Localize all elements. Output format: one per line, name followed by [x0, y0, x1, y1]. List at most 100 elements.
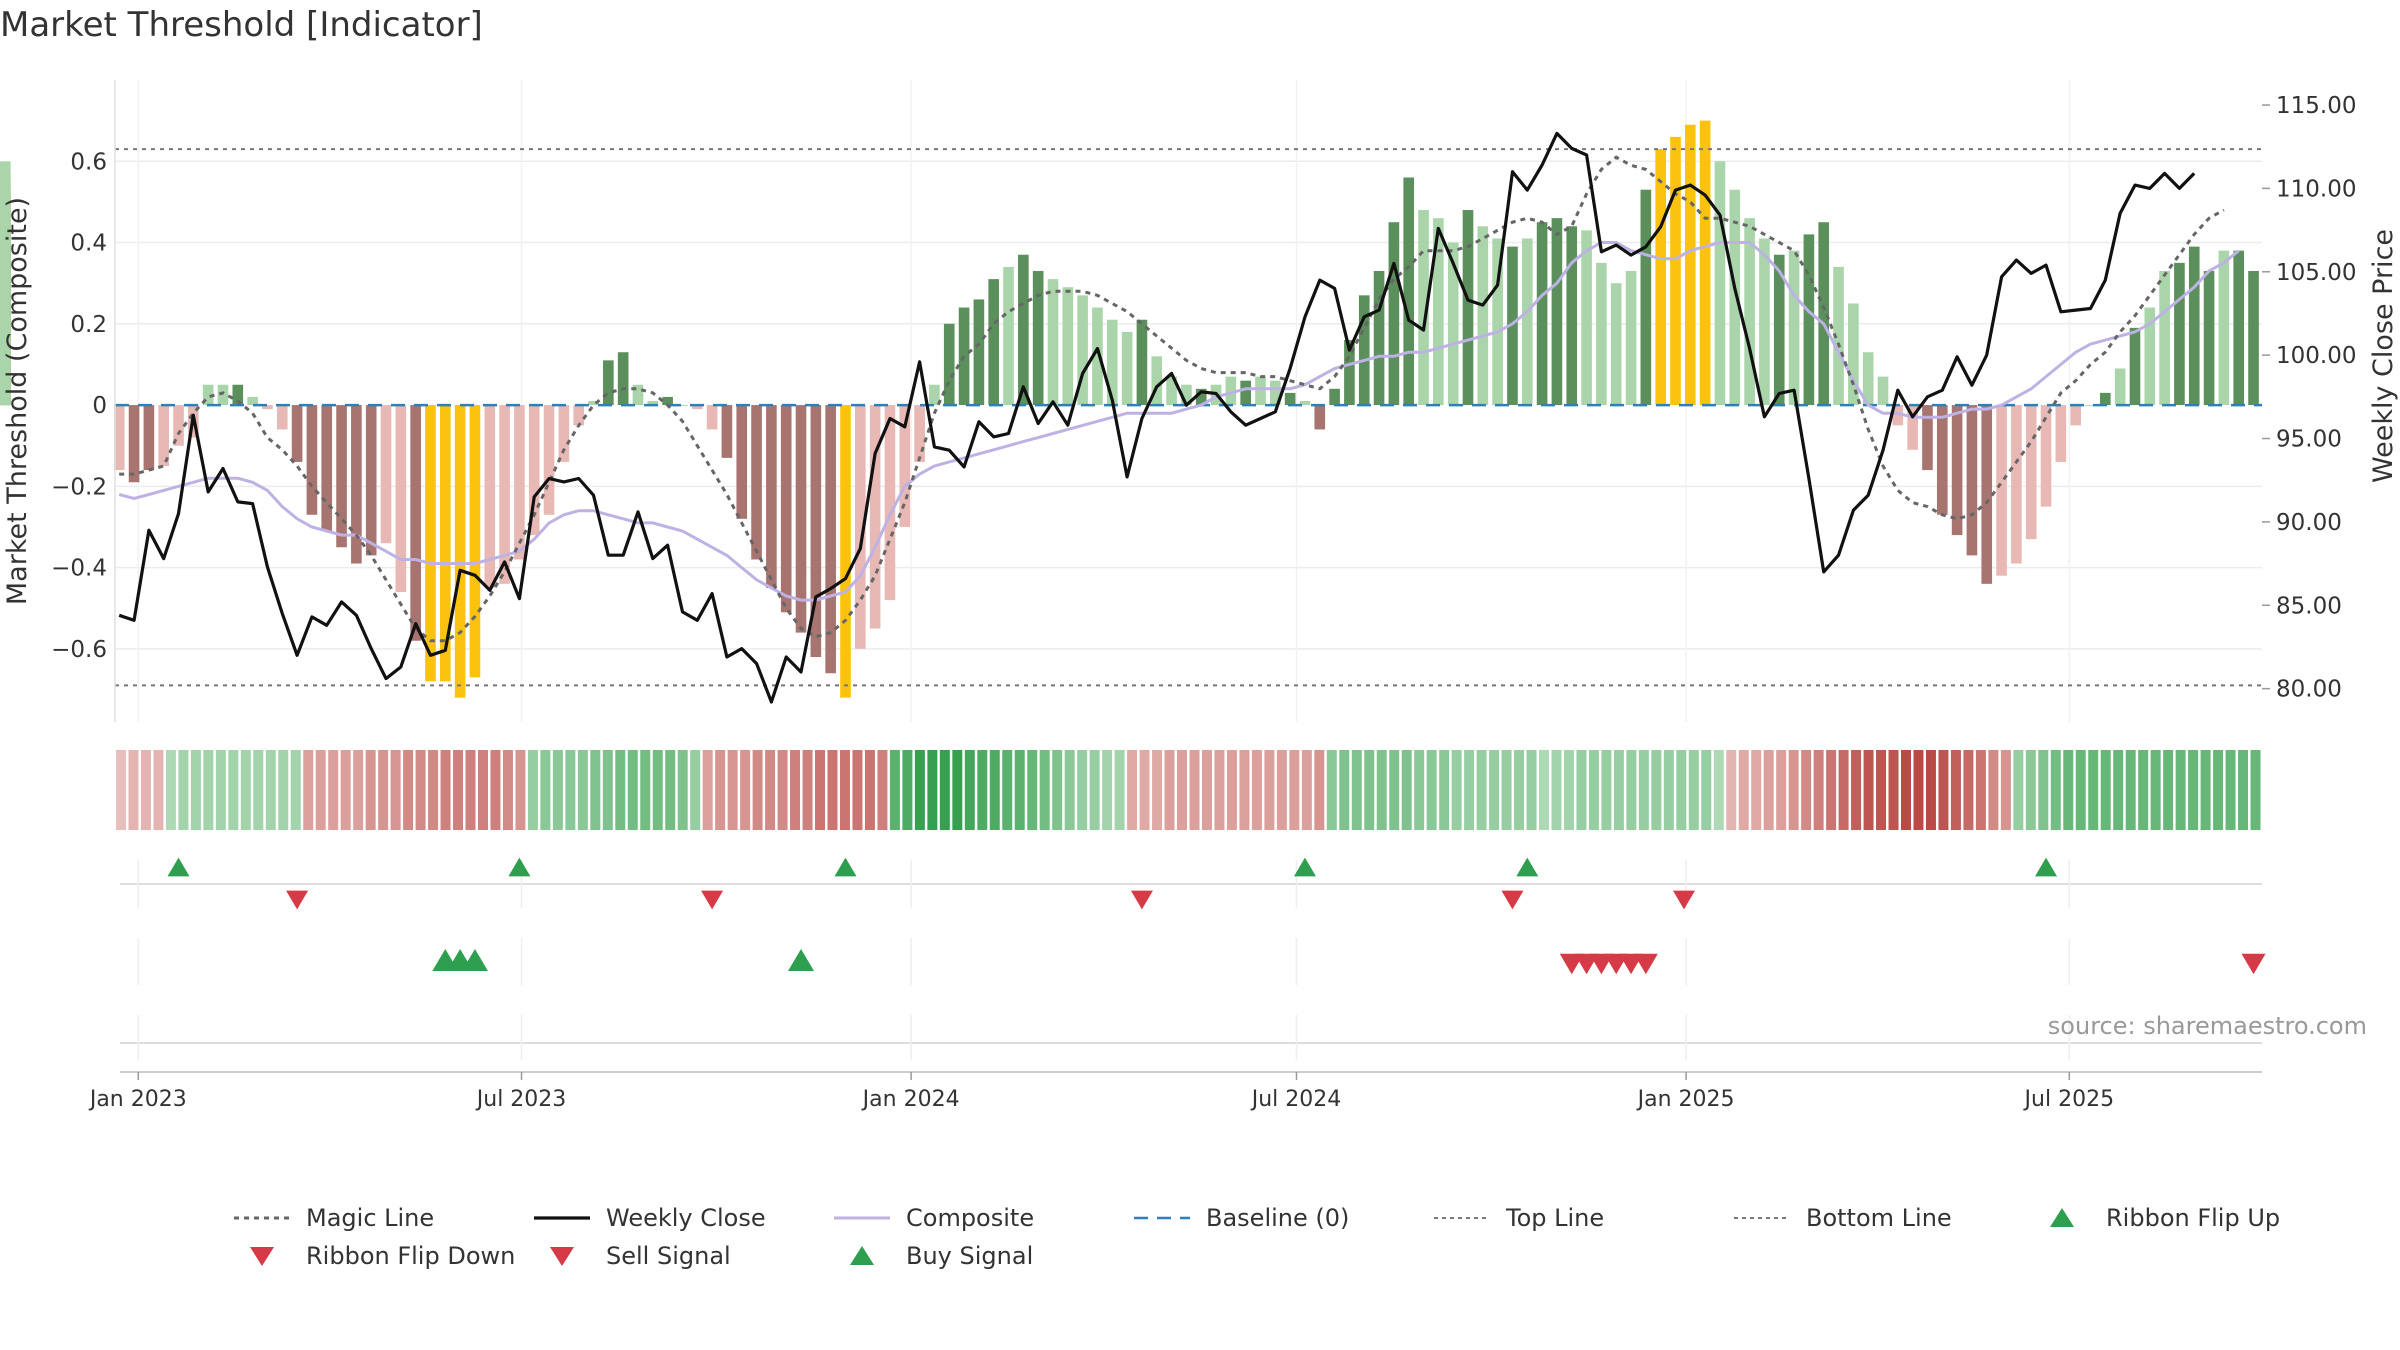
composite-bar	[1225, 376, 1237, 406]
ribbon-cell	[403, 750, 414, 830]
ribbon-cell	[690, 750, 701, 830]
ribbon-cell	[1239, 750, 1250, 830]
ribbon-cell	[1651, 750, 1662, 830]
ribbon-flip-down-marker	[286, 890, 309, 910]
composite-bar	[1714, 161, 1726, 406]
ribbon-cell	[1626, 750, 1637, 830]
ribbon-cell	[702, 750, 713, 830]
ribbon-cell	[1127, 750, 1138, 830]
legend-label: Magic Line	[306, 1204, 434, 1232]
legend-label: Ribbon Flip Down	[306, 1242, 515, 1270]
composite-bar	[469, 405, 481, 678]
ribbon-cell	[415, 750, 426, 830]
composite-bar	[884, 405, 896, 601]
ribbon-cell	[390, 750, 401, 830]
ribbon-cell	[1950, 750, 1961, 830]
ribbon-cell	[2088, 750, 2099, 830]
ribbon-cell	[153, 750, 164, 830]
composite-bar	[365, 405, 377, 556]
composite-bar	[1136, 319, 1148, 406]
composite-bar	[262, 405, 273, 410]
composite-bar	[2188, 246, 2200, 406]
composite-bar	[2218, 250, 2230, 406]
x-tick-label: Jul 2024	[1250, 1087, 1342, 1112]
composite-bar	[1833, 266, 1844, 406]
composite-bar	[1729, 189, 1741, 406]
composite-bar	[825, 405, 836, 674]
ribbon-cell	[203, 750, 214, 830]
ribbon-cell	[365, 750, 376, 830]
composite-bar	[1922, 405, 1933, 471]
ribbon-cell	[1152, 750, 1163, 830]
ribbon-cell	[490, 750, 501, 830]
ribbon-cell	[178, 750, 189, 830]
legend-label: Ribbon Flip Up	[2106, 1204, 2280, 1232]
ribbon-cell	[790, 750, 801, 830]
legend-item: Buy Signal	[850, 1242, 1033, 1270]
x-tick-label: Jul 2023	[475, 1087, 567, 1112]
ribbon-cell	[315, 750, 326, 830]
composite-bar	[1403, 177, 1415, 406]
ribbon-cell	[1301, 750, 1312, 830]
composite-bar	[158, 405, 170, 467]
composite-bar	[1892, 405, 1904, 426]
y2-tick-label: 115.00	[2276, 93, 2356, 119]
legend-label: Buy Signal	[906, 1242, 1033, 1270]
ribbon-cell	[989, 750, 1000, 830]
composite-bar	[1981, 405, 1993, 584]
legend-item: Ribbon Flip Down	[250, 1242, 515, 1270]
composite-bar	[869, 405, 881, 629]
x-axis: Jan 2023 Jul 2023 Jan 2024 Jul 2024 Jan 2025…	[88, 1072, 2114, 1112]
composite-bar	[1596, 262, 1607, 406]
ribbon-cell	[303, 750, 314, 830]
composite-bar	[0, 161, 11, 406]
ribbon-cell	[727, 750, 738, 830]
ribbon-cell	[2163, 750, 2174, 830]
y-tick-label: 0.2	[70, 312, 107, 338]
composite-bar	[439, 405, 451, 682]
ribbon-cell	[1201, 750, 1212, 830]
composite-bar	[2025, 405, 2037, 540]
ribbon-cell	[1439, 750, 1450, 830]
ribbon-cell	[2238, 750, 2249, 830]
composite-bar	[751, 405, 762, 560]
composite-bar	[1685, 124, 1696, 406]
ribbon-cell	[1975, 750, 1986, 830]
ribbon-cell	[2125, 750, 2136, 830]
composite-bar	[1848, 303, 1859, 406]
ribbon-cell	[353, 750, 364, 830]
sell-signal-marker	[1633, 953, 1658, 975]
composite-bar	[632, 384, 644, 406]
ribbon-cell	[1102, 750, 1113, 830]
composite-bar	[840, 405, 851, 698]
ribbon-cell	[964, 750, 975, 830]
ribbon-cell	[1064, 750, 1075, 830]
ribbon-cell	[889, 750, 900, 830]
composite-bar	[1018, 254, 1029, 406]
ribbon-cell	[2250, 750, 2261, 830]
composite-bar	[454, 405, 466, 698]
composite-bar	[810, 405, 822, 657]
legend-swatch	[250, 1247, 274, 1266]
composite-bar	[988, 279, 1000, 406]
ribbon-flip-up-marker	[2035, 857, 2058, 877]
composite-bar	[1121, 331, 1133, 406]
composite-bar	[1640, 189, 1652, 406]
ribbon-cell	[165, 750, 176, 830]
ribbon-cell	[752, 750, 763, 830]
ribbon-cell	[477, 750, 488, 830]
ribbon-cell	[2013, 750, 2024, 830]
ribbon-cell	[1801, 750, 1812, 830]
composite-bar	[291, 405, 303, 462]
composite-bar	[1625, 270, 1637, 406]
ribbon-cell	[1526, 750, 1537, 830]
ribbon-cell	[2113, 750, 2124, 830]
composite-bar	[425, 405, 436, 682]
composite-bar	[1907, 405, 1918, 450]
composite-bar	[1581, 230, 1592, 406]
composite-bar	[1492, 238, 1503, 406]
composite-bar	[736, 405, 748, 519]
ribbon-cell	[2225, 750, 2236, 830]
ribbon-cell	[1414, 750, 1425, 830]
